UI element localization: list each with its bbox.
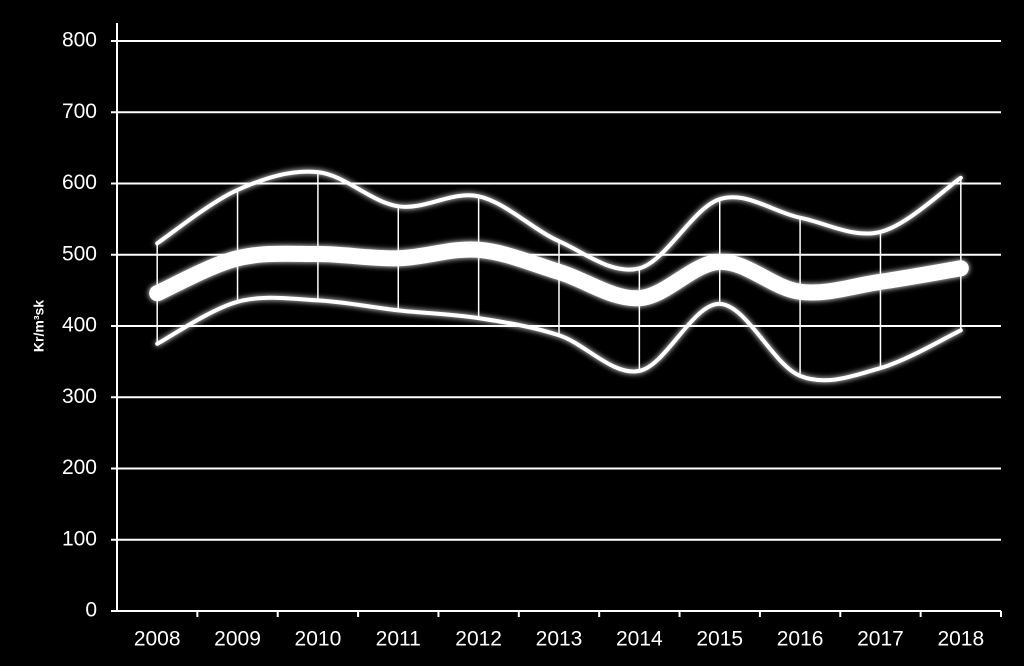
x-tick-label: 2009 [214,628,261,651]
x-tick-label: 2014 [616,628,663,651]
x-tick-label: 2010 [295,628,342,651]
series-line [155,295,963,383]
y-tick-label: 200 [62,456,97,479]
y-tick-label: 0 [85,599,97,622]
y-axis-label: Kr/m³sk [31,300,47,352]
y-tick-label: 500 [62,242,97,265]
x-tick-label: 2017 [857,628,904,651]
y-tick-label: 600 [62,171,97,194]
y-tick-label: 400 [62,314,97,337]
x-tick-label: 2008 [134,628,181,651]
y-tick-label: 700 [62,100,97,123]
series-line [149,241,969,307]
y-tick-label: 800 [62,29,97,52]
x-tick-label: 2012 [455,628,502,651]
y-tick-label: 100 [62,527,97,550]
x-tick-label: 2011 [376,628,421,651]
x-tick-label: 2013 [536,628,583,651]
x-tick-label: 2018 [937,628,984,651]
x-tick-label: 2015 [696,628,743,651]
series-line [155,169,963,272]
y-tick-label: 300 [62,385,97,408]
x-tick-label: 2016 [777,628,824,651]
